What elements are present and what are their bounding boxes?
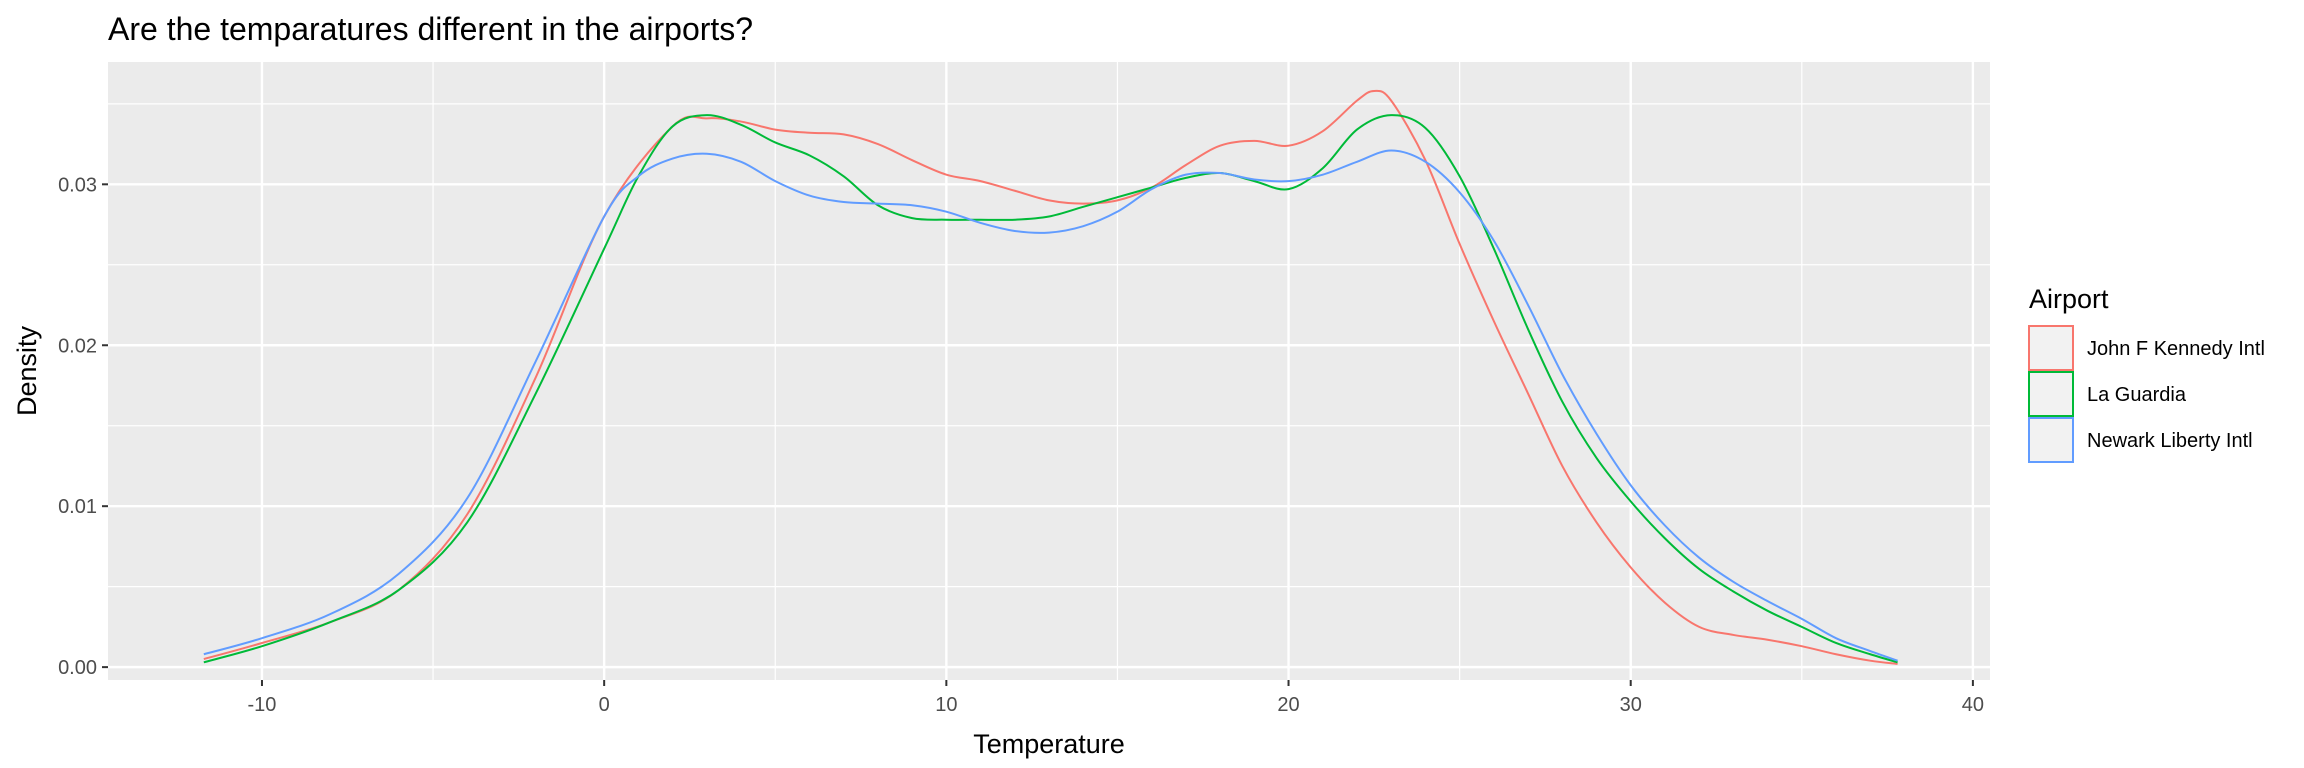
- x-tick-label: 0: [599, 694, 610, 716]
- x-tick-label: 30: [1620, 694, 1642, 716]
- x-axis-ticks: -10 0 10 20 30 40: [248, 680, 1984, 716]
- y-tick-label: 0.02: [58, 335, 97, 357]
- series-lines: [203, 89, 1898, 665]
- y-tick-label: 0.00: [58, 657, 97, 679]
- x-tick-label: 20: [1277, 694, 1299, 716]
- legend-title: Airport: [2029, 284, 2109, 314]
- plot-area: [108, 62, 1990, 680]
- plot-background: [108, 62, 1990, 680]
- legend-key-1: [2028, 325, 2074, 371]
- x-axis-title: Temperature: [973, 729, 1125, 759]
- x-tick-label: -10: [248, 694, 277, 716]
- y-tick-label: 0.03: [58, 174, 97, 196]
- legend: Airport John F Kennedy Intl La Guardia New…: [2028, 284, 2265, 463]
- y-axis-ticks: 0.00 0.01 0.02 0.03: [58, 174, 108, 679]
- y-tick-label: 0.01: [58, 496, 97, 518]
- grid-major: [108, 62, 1990, 680]
- y-axis-title: Density: [12, 325, 42, 416]
- legend-key-3: [2028, 417, 2074, 463]
- legend-label-3: Newark Liberty Intl: [2087, 430, 2253, 452]
- x-tick-label: 40: [1962, 694, 1984, 716]
- legend-key-2: [2028, 371, 2074, 417]
- legend-items: John F Kennedy Intl La Guardia Newark Libe…: [2028, 325, 2265, 463]
- x-tick-label: 10: [935, 694, 957, 716]
- density-line-2: [203, 114, 1898, 664]
- legend-label-2: La Guardia: [2087, 384, 2187, 406]
- chart-title: Are the temparatures different in the ai…: [108, 11, 753, 47]
- legend-label-1: John F Kennedy Intl: [2087, 338, 2265, 360]
- grid-minor: [108, 62, 1990, 680]
- density-line-3: [203, 149, 1898, 662]
